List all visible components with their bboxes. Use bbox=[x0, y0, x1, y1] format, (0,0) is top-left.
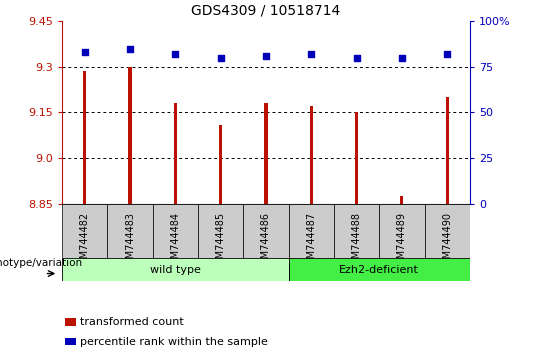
Text: genotype/variation: genotype/variation bbox=[0, 258, 82, 268]
Point bbox=[443, 51, 451, 57]
Text: percentile rank within the sample: percentile rank within the sample bbox=[80, 337, 268, 347]
Bar bbox=[153, 204, 198, 258]
Text: GSM744485: GSM744485 bbox=[215, 212, 226, 271]
Text: transformed count: transformed count bbox=[80, 317, 184, 327]
Bar bbox=[174, 103, 177, 204]
Text: GSM744486: GSM744486 bbox=[261, 212, 271, 271]
Point bbox=[80, 50, 89, 55]
Bar bbox=[62, 258, 288, 281]
Text: wild type: wild type bbox=[150, 265, 201, 275]
Bar bbox=[107, 204, 153, 258]
Bar bbox=[424, 204, 470, 258]
Bar bbox=[288, 204, 334, 258]
Point bbox=[352, 55, 361, 61]
Point bbox=[307, 51, 315, 57]
Text: GSM744487: GSM744487 bbox=[306, 212, 316, 271]
Text: GSM744490: GSM744490 bbox=[442, 212, 452, 271]
Bar bbox=[65, 338, 76, 346]
Bar bbox=[129, 67, 132, 204]
Text: Ezh2-deficient: Ezh2-deficient bbox=[339, 265, 419, 275]
Bar bbox=[309, 106, 313, 204]
Bar bbox=[334, 204, 379, 258]
Point bbox=[171, 51, 180, 57]
Text: GSM744488: GSM744488 bbox=[352, 212, 362, 271]
Bar bbox=[379, 204, 424, 258]
Bar bbox=[244, 204, 288, 258]
Bar bbox=[62, 204, 107, 258]
Point bbox=[126, 46, 134, 51]
Point bbox=[261, 53, 270, 59]
Text: GSM744482: GSM744482 bbox=[80, 212, 90, 271]
Bar bbox=[265, 103, 267, 204]
Bar bbox=[355, 112, 358, 204]
Text: GSM744484: GSM744484 bbox=[170, 212, 180, 271]
Point bbox=[397, 55, 406, 61]
Bar bbox=[198, 204, 244, 258]
Text: GSM744489: GSM744489 bbox=[397, 212, 407, 271]
Bar bbox=[446, 97, 449, 204]
Text: GSM744483: GSM744483 bbox=[125, 212, 135, 271]
Bar bbox=[288, 258, 470, 281]
Title: GDS4309 / 10518714: GDS4309 / 10518714 bbox=[191, 3, 341, 17]
Point bbox=[217, 55, 225, 61]
Bar bbox=[83, 72, 86, 204]
Bar bbox=[219, 125, 222, 204]
Bar bbox=[400, 196, 403, 204]
Bar bbox=[65, 318, 76, 326]
